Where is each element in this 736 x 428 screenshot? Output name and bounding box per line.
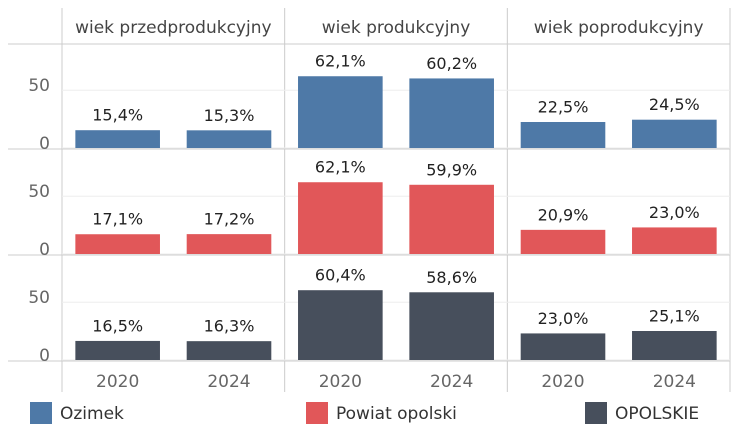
value-label: 59,9% (426, 160, 477, 179)
value-label: 23,0% (649, 203, 700, 222)
legend-swatch (306, 402, 328, 424)
legend-label: Ozimek (60, 404, 124, 424)
x-tick-label: 2020 (541, 372, 584, 392)
x-tick-label: 2020 (96, 372, 139, 392)
bar (298, 76, 383, 148)
bar (75, 340, 160, 360)
value-label: 24,5% (649, 95, 700, 114)
legend-label: Powiat opolski (336, 404, 457, 424)
legend-label: OPOLSKIE (615, 404, 699, 424)
y-tick-label: 0 (39, 240, 50, 260)
value-label: 23,0% (538, 309, 589, 328)
value-label: 58,6% (426, 268, 477, 287)
x-tick-label: 2020 (319, 372, 362, 392)
bar (75, 234, 160, 254)
bar (409, 78, 494, 148)
bar (298, 290, 383, 360)
facet-header: wiek produkcyjny (322, 18, 471, 38)
y-tick-label: 50 (28, 288, 50, 308)
value-label: 60,2% (426, 54, 477, 73)
facet-header: wiek przedprodukcyjny (75, 18, 271, 38)
y-tick-label: 50 (28, 76, 50, 96)
value-label: 17,1% (92, 210, 143, 229)
bar (186, 341, 272, 360)
value-label: 15,3% (204, 106, 255, 125)
bar (632, 330, 717, 360)
bar (298, 182, 383, 254)
value-label: 16,5% (92, 316, 143, 335)
legend-swatch (585, 402, 607, 424)
value-label: 17,2% (204, 210, 255, 229)
bar (409, 184, 494, 254)
x-tick-label: 2024 (653, 372, 696, 392)
bar (186, 130, 272, 148)
value-label: 22,5% (538, 98, 589, 117)
y-tick-label: 0 (39, 134, 50, 154)
bar (520, 229, 606, 254)
bar (520, 122, 606, 148)
value-label: 20,9% (538, 205, 589, 224)
bar (409, 292, 494, 360)
value-label: 60,4% (315, 266, 366, 285)
value-label: 25,1% (649, 306, 700, 325)
bar (186, 234, 272, 254)
value-label: 15,4% (92, 106, 143, 125)
value-label: 62,1% (315, 52, 366, 71)
bar (75, 130, 160, 148)
y-tick-label: 0 (39, 346, 50, 366)
bar (632, 119, 717, 148)
bar (632, 227, 717, 254)
value-label: 62,1% (315, 158, 366, 177)
bar (520, 333, 606, 360)
legend-swatch (30, 402, 52, 424)
x-tick-label: 2024 (207, 372, 250, 392)
value-label: 16,3% (204, 317, 255, 336)
y-tick-label: 50 (28, 182, 50, 202)
facet-header: wiek poprodukcyjny (534, 18, 704, 38)
x-tick-label: 2024 (430, 372, 473, 392)
